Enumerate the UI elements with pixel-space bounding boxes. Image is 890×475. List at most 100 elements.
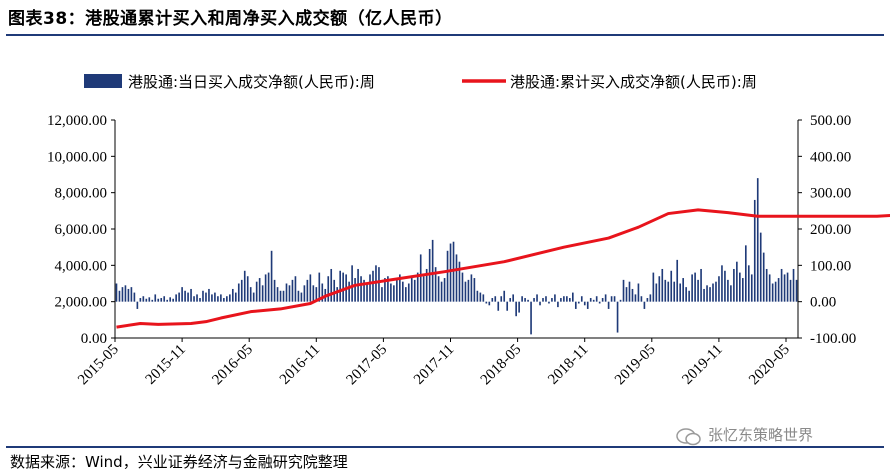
bar: [792, 268, 795, 302]
bar: [724, 270, 726, 302]
bar: [440, 281, 443, 302]
bar: [646, 298, 649, 302]
bar: [533, 298, 535, 302]
bar: [416, 272, 419, 302]
x-tick-label: 2017-05: [344, 342, 391, 389]
bar: [655, 283, 658, 302]
bar: [336, 287, 339, 302]
bar: [407, 283, 410, 302]
bar: [449, 243, 452, 302]
bar: [742, 278, 744, 302]
bar: [616, 301, 619, 333]
bar: [226, 296, 228, 302]
left-tick-label: 2,000.00: [55, 295, 108, 311]
bar: [381, 287, 383, 302]
bar: [595, 296, 598, 302]
bar: [679, 283, 682, 302]
bar: [685, 287, 687, 302]
source-note: 数据来源：Wind，兴业证券经济与金融研究院整理: [10, 453, 348, 471]
bar: [491, 298, 494, 302]
bar: [193, 296, 195, 302]
bar: [306, 279, 309, 302]
bar: [410, 276, 413, 302]
left-tick-label: 10,000.00: [47, 149, 107, 165]
bar: [488, 301, 491, 306]
bar: [199, 298, 201, 302]
right-tick-label: 500.00: [810, 113, 851, 129]
bar: [506, 301, 509, 311]
bar: [706, 285, 708, 302]
bar: [270, 250, 273, 302]
bar: [497, 301, 500, 311]
bar: [688, 290, 690, 302]
bar: [783, 274, 786, 302]
right-tick-label: 400.00: [810, 149, 851, 165]
bar: [747, 265, 750, 302]
bar: [425, 268, 428, 302]
bar: [255, 281, 258, 302]
bar: [694, 272, 696, 302]
bar: [434, 267, 437, 302]
bar: [527, 299, 529, 302]
bar: [196, 294, 198, 302]
bar: [372, 270, 374, 302]
bar: [220, 294, 222, 302]
bar: [700, 268, 702, 302]
bar: [211, 294, 213, 302]
bar: [390, 283, 392, 302]
bar: [598, 301, 601, 304]
left-tick-label: 6,000.00: [55, 222, 108, 238]
bar: [249, 287, 252, 302]
bar: [750, 274, 753, 302]
bar: [622, 279, 625, 302]
bar: [229, 294, 231, 302]
bar: [151, 299, 154, 302]
bar: [524, 298, 526, 302]
bar: [744, 245, 747, 302]
left-tick-label: 8,000.00: [55, 186, 108, 202]
x-tick-label: 2018-11: [545, 342, 591, 388]
legend-line-label: 港股通:累计买入成交净额(人民币):周: [510, 73, 757, 91]
wechat-icon: [676, 428, 701, 446]
bar: [673, 281, 676, 302]
bar: [401, 281, 404, 302]
x-tick-label: 2019-05: [612, 342, 659, 389]
bar: [583, 301, 586, 306]
bar: [339, 270, 341, 302]
bar: [384, 278, 386, 302]
bar: [202, 290, 204, 302]
bar: [237, 283, 240, 302]
bar: [404, 287, 407, 302]
right-tick-label: 100.00: [810, 258, 851, 274]
x-tick-label: 2017-11: [411, 342, 457, 388]
bottom-rule: [6, 446, 884, 448]
bar: [518, 301, 520, 313]
bar: [419, 254, 422, 302]
bar: [542, 298, 544, 302]
bar: [163, 296, 166, 302]
bar: [342, 272, 344, 302]
bar: [267, 272, 270, 302]
bar: [619, 299, 622, 302]
bar: [148, 297, 151, 302]
x-tick-label: 2019-11: [679, 342, 725, 388]
watermark: 张忆东策略世界: [708, 426, 814, 444]
bar: [601, 298, 604, 302]
bar: [756, 178, 759, 302]
bar: [592, 299, 595, 302]
bar: [288, 285, 291, 302]
bar: [470, 274, 473, 302]
bar: [396, 279, 398, 302]
bar: [223, 298, 225, 302]
legend-bar-swatch: [84, 74, 122, 88]
bar: [658, 276, 661, 302]
bar: [214, 292, 216, 302]
bar: [643, 301, 646, 309]
bar: [557, 301, 559, 308]
bar: [572, 292, 574, 302]
bar: [387, 276, 389, 302]
bar: [667, 281, 670, 302]
x-tick-label: 2016-11: [277, 342, 323, 388]
bar: [467, 279, 470, 302]
bar: [652, 272, 655, 302]
